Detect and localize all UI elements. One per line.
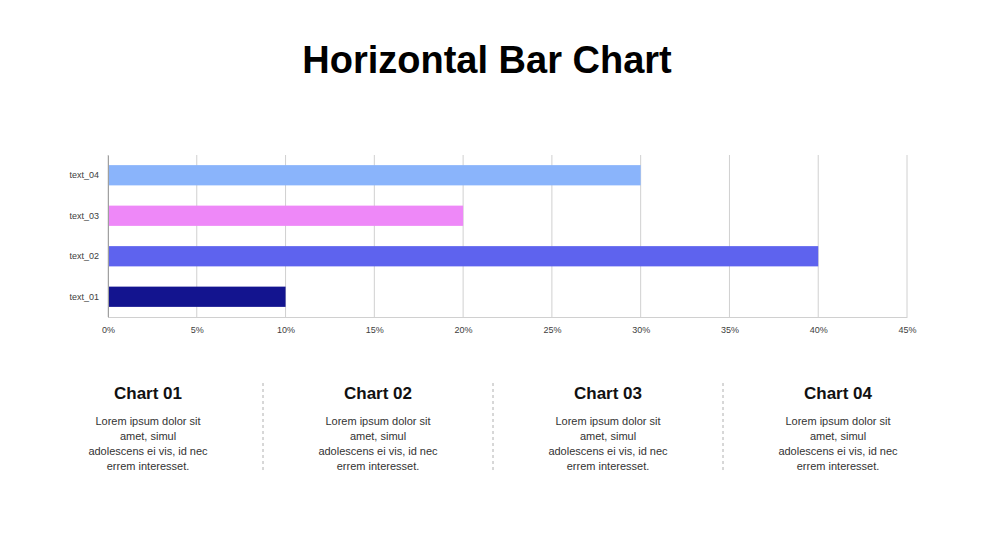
grid-line (108, 155, 109, 317)
y-tick: text_01 (69, 292, 108, 302)
x-tick-label: 35% (721, 325, 739, 335)
x-tick: 30% (632, 317, 650, 335)
caption-title: Chart 01 (114, 384, 182, 403)
x-tick: 45% (898, 317, 916, 335)
grid (108, 155, 907, 317)
x-tick-label: 45% (898, 325, 916, 335)
y-tick: text_04 (69, 170, 108, 180)
x-tick-label: 30% (632, 325, 650, 335)
y-tick-label: text_01 (69, 292, 99, 302)
caption-line: amet, simul (580, 430, 636, 442)
caption: Chart 02 Lorem ipsum dolor sit amet, simul… (318, 383, 493, 472)
grid-line (818, 155, 819, 317)
caption-title: Chart 02 (344, 384, 412, 403)
captions: Chart 01 Lorem ipsum dolor sit amet, simul… (88, 383, 898, 472)
bars (108, 165, 818, 307)
caption-line: Lorem ipsum dolor sit (785, 415, 890, 427)
x-tick-label: 25% (543, 325, 561, 335)
caption-line: Lorem ipsum dolor sit (555, 415, 660, 427)
y-axis: text_01 text_02 text_03 text_04 (69, 156, 108, 318)
caption-line: errem interesset. (337, 460, 420, 472)
bar (108, 165, 641, 185)
caption-line: adolescens ei vis, id nec (88, 445, 208, 457)
x-tick: 25% (543, 317, 561, 335)
x-tick: 15% (366, 317, 384, 335)
bar (108, 287, 286, 307)
y-axis-line (108, 156, 109, 318)
x-tick: 40% (810, 317, 828, 335)
separator (493, 383, 494, 471)
x-tick: 10% (277, 317, 295, 335)
bar (108, 246, 818, 266)
caption-line: amet, simul (810, 430, 866, 442)
x-tick-label: 10% (277, 325, 295, 335)
caption-line: amet, simul (120, 430, 176, 442)
chart-svg: Horizontal Bar Chart 0% 5% 10% 15% 20% 25% 30% 3… (0, 0, 988, 556)
x-tick-label: 15% (366, 325, 384, 335)
caption-line: errem interesset. (107, 460, 190, 472)
caption-line: adolescens ei vis, id nec (318, 445, 438, 457)
chart-title: Horizontal Bar Chart (302, 39, 672, 81)
x-tick: 20% (455, 317, 473, 335)
caption-title: Chart 03 (574, 384, 642, 403)
separator (723, 383, 724, 471)
caption-line: errem interesset. (567, 460, 650, 472)
caption-line: Lorem ipsum dolor sit (325, 415, 430, 427)
caption-title: Chart 04 (804, 384, 873, 403)
caption-line: errem interesset. (797, 460, 880, 472)
y-tick-label: text_04 (69, 170, 99, 180)
x-tick-label: 5% (191, 325, 204, 335)
caption-line: adolescens ei vis, id nec (778, 445, 898, 457)
x-tick-label: 0% (102, 325, 115, 335)
caption-line: amet, simul (350, 430, 406, 442)
caption-line: Lorem ipsum dolor sit (95, 415, 200, 427)
x-tick: 35% (721, 317, 739, 335)
y-tick-label: text_03 (69, 211, 99, 221)
y-tick: text_03 (69, 211, 108, 221)
x-tick: 5% (191, 317, 204, 335)
grid-line (729, 155, 730, 317)
caption: Chart 01 Lorem ipsum dolor sit amet, simul… (88, 383, 263, 472)
x-tick-label: 40% (810, 325, 828, 335)
grid-line (907, 155, 908, 317)
bar (108, 206, 463, 226)
y-tick: text_02 (69, 251, 108, 261)
caption: Chart 04 Lorem ipsum dolor sit amet, simul… (778, 384, 898, 472)
caption-line: adolescens ei vis, id nec (548, 445, 668, 457)
x-tick: 0% (102, 317, 115, 335)
caption: Chart 03 Lorem ipsum dolor sit amet, simul… (548, 383, 723, 472)
x-axis: 0% 5% 10% 15% 20% 25% 30% 35% 40% 45% (102, 317, 917, 335)
y-tick-label: text_02 (69, 251, 99, 261)
x-axis-line (109, 317, 908, 318)
separator (263, 383, 264, 471)
x-tick-label: 20% (455, 325, 473, 335)
